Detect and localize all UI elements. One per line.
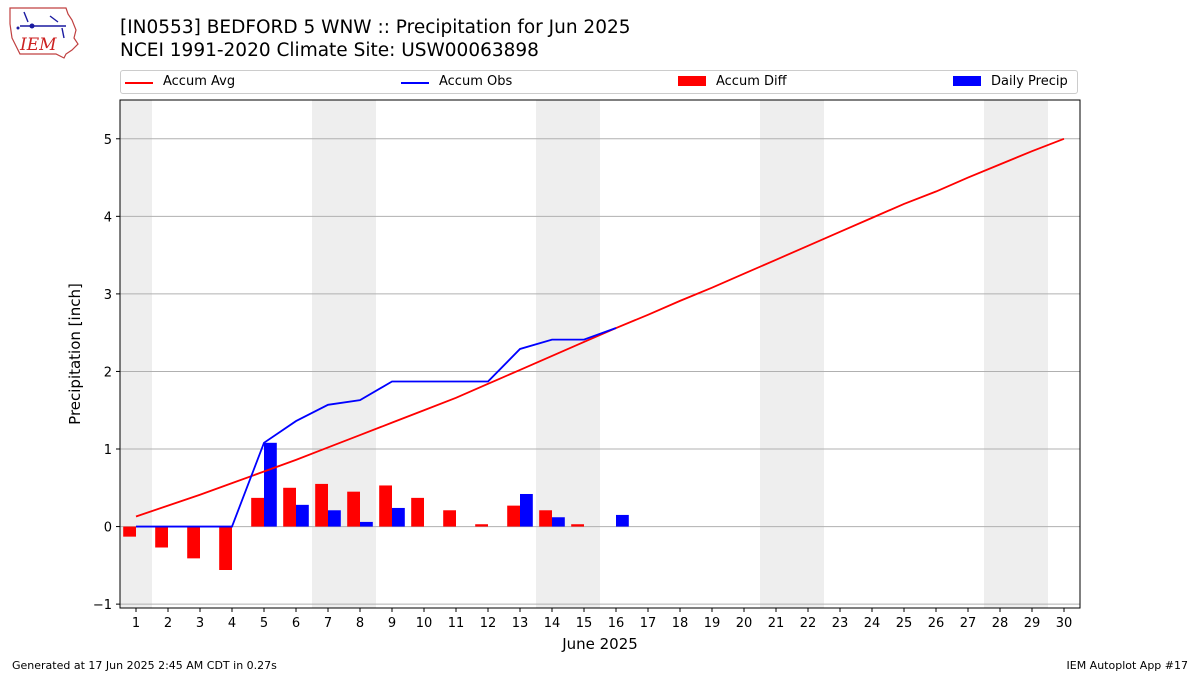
y-tick-label: 3: [104, 288, 112, 303]
x-tick-label: 5: [260, 616, 268, 631]
y-axis-ticks: −1 0 1 2 3 4 5: [93, 133, 120, 613]
accum-diff-bar: [379, 485, 392, 527]
x-axis-label: June 2025: [561, 635, 638, 653]
y-tick-label: 1: [104, 443, 112, 458]
legend-swatch: [401, 82, 429, 84]
weekend-band: [760, 100, 824, 608]
weekend-band: [984, 100, 1048, 608]
x-tick-label: 14: [544, 616, 561, 631]
legend: Accum Avg Accum Obs Accum Diff Daily Pre…: [120, 70, 1078, 94]
y-tick-label: 2: [104, 365, 112, 380]
x-tick-label: 18: [672, 616, 689, 631]
x-tick-label: 17: [640, 616, 657, 631]
accum-diff-bar: [187, 526, 200, 559]
accum-diff-bar: [571, 524, 584, 527]
x-tick-label: 6: [292, 616, 300, 631]
x-tick-label: 1: [132, 616, 140, 631]
iem-logo: IEM: [9, 7, 79, 59]
daily-precip-bar: [360, 521, 373, 527]
daily-precip-bar: [616, 514, 629, 527]
legend-label: Accum Diff: [716, 74, 787, 89]
legend-label: Accum Obs: [439, 74, 513, 89]
daily-precip-bar: [264, 442, 277, 527]
chart-title: [IN0553] BEDFORD 5 WNW :: Precipitation …: [120, 17, 631, 38]
legend-label: Accum Avg: [163, 74, 236, 89]
x-tick-label: 21: [768, 616, 785, 631]
accum-diff-bar: [219, 526, 232, 570]
grid-lines: [120, 138, 1080, 605]
x-tick-label: 8: [356, 616, 364, 631]
accum-diff-bar: [475, 524, 488, 527]
legend-swatch: [678, 76, 706, 86]
x-tick-label: 13: [512, 616, 529, 631]
accum-diff-bar: [347, 491, 360, 527]
accum-diff-bar: [539, 510, 552, 527]
accum-diff-bar: [283, 487, 296, 527]
accum-obs-line: [136, 327, 617, 528]
x-tick-label: 19: [704, 616, 721, 631]
x-tick-label: 29: [1024, 616, 1041, 631]
accum-avg-line: [135, 137, 1065, 518]
x-tick-label: 2: [164, 616, 172, 631]
y-tick-label: 0: [104, 521, 112, 536]
accum-diff-bar: [443, 510, 456, 527]
y-axis-label: Precipitation [inch]: [66, 283, 84, 425]
weekend-band: [536, 100, 600, 608]
weekend-band: [120, 100, 152, 608]
accum-diff-bar: [251, 497, 264, 527]
x-tick-label: 27: [960, 616, 977, 631]
legend-swatch: [953, 76, 981, 86]
x-tick-label: 4: [228, 616, 236, 631]
x-tick-label: 15: [576, 616, 593, 631]
bars: [123, 442, 629, 570]
app-footer: IEM Autoplot App #17: [1066, 659, 1189, 672]
x-tick-label: 9: [388, 616, 396, 631]
x-axis-ticks: 1 2 3 4 5 6 7 8 9 10 11 12 13 14 15 16 17 18 19 20 21 22 23 24 2…: [132, 608, 1072, 631]
x-tick-label: 25: [896, 616, 913, 631]
x-tick-label: 11: [448, 616, 465, 631]
x-tick-label: 23: [832, 616, 849, 631]
x-tick-label: 10: [416, 616, 433, 631]
daily-precip-bar: [552, 517, 565, 527]
x-tick-label: 12: [480, 616, 497, 631]
legend-label: Daily Precip: [991, 74, 1068, 89]
x-tick-label: 16: [608, 616, 625, 631]
y-tick-label: 4: [104, 210, 112, 225]
generated-footer: Generated at 17 Jun 2025 2:45 AM CDT in …: [12, 659, 277, 672]
daily-precip-bar: [520, 493, 533, 527]
x-tick-label: 30: [1056, 616, 1073, 631]
accum-diff-bar: [155, 526, 168, 548]
x-tick-label: 7: [324, 616, 332, 631]
y-tick-label: 5: [104, 133, 112, 148]
series-lines: [135, 137, 1065, 528]
accum-diff-bar: [123, 526, 136, 537]
x-tick-label: 22: [800, 616, 817, 631]
x-tick-label: 20: [736, 616, 753, 631]
chart-subtitle: NCEI 1991-2020 Climate Site: USW00063898: [120, 40, 539, 61]
daily-precip-bar: [328, 510, 341, 527]
accum-diff-bar: [507, 505, 520, 527]
plot-frame: [119, 99, 1081, 609]
daily-precip-bar: [296, 504, 309, 527]
logo-text: IEM: [19, 35, 57, 55]
y-tick-label: −1: [93, 598, 112, 613]
weekend-bands: [120, 100, 1048, 608]
x-tick-label: 26: [928, 616, 945, 631]
daily-precip-bar: [392, 507, 405, 527]
x-tick-label: 28: [992, 616, 1009, 631]
x-tick-label: 24: [864, 616, 881, 631]
legend-swatch: [125, 82, 153, 84]
accum-diff-bar: [315, 483, 328, 527]
weekend-band: [312, 100, 376, 608]
accum-diff-bar: [411, 497, 424, 527]
x-tick-label: 3: [196, 616, 204, 631]
